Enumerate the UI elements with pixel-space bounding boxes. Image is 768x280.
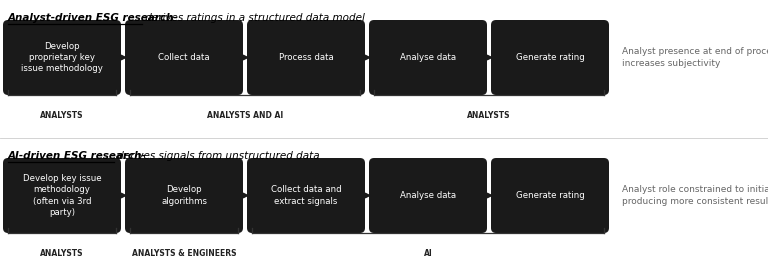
FancyBboxPatch shape	[125, 158, 243, 233]
Text: Generate rating: Generate rating	[515, 191, 584, 200]
Text: Generate rating: Generate rating	[515, 53, 584, 62]
FancyBboxPatch shape	[3, 158, 121, 233]
Text: Develop
proprietary key
issue methodology: Develop proprietary key issue methodolog…	[21, 41, 103, 73]
FancyBboxPatch shape	[491, 158, 609, 233]
Text: derives ratings in a structured data model: derives ratings in a structured data mod…	[142, 13, 366, 23]
Text: ANALYSTS: ANALYSTS	[40, 249, 84, 258]
Text: Analyst-driven ESG research-: Analyst-driven ESG research-	[8, 13, 179, 23]
FancyBboxPatch shape	[3, 20, 121, 95]
FancyBboxPatch shape	[125, 20, 243, 95]
Text: ANALYSTS: ANALYSTS	[467, 111, 511, 120]
Text: Collect data: Collect data	[158, 53, 210, 62]
Text: Collect data and
extract signals: Collect data and extract signals	[270, 185, 341, 206]
Text: derives signals from unstructured data: derives signals from unstructured data	[114, 151, 319, 161]
Text: ANALYSTS AND AI: ANALYSTS AND AI	[207, 111, 283, 120]
FancyBboxPatch shape	[247, 158, 365, 233]
FancyBboxPatch shape	[491, 20, 609, 95]
Text: Analyst presence at end of process
increases subjectivity: Analyst presence at end of process incre…	[622, 47, 768, 68]
FancyBboxPatch shape	[369, 158, 487, 233]
Text: Analyse data: Analyse data	[400, 191, 456, 200]
Text: AI: AI	[424, 249, 432, 258]
FancyBboxPatch shape	[369, 20, 487, 95]
Text: Develop
algorithms: Develop algorithms	[161, 185, 207, 206]
Text: ANALYSTS: ANALYSTS	[40, 111, 84, 120]
Text: AI-driven ESG research-: AI-driven ESG research-	[8, 151, 147, 161]
Text: Analyse data: Analyse data	[400, 53, 456, 62]
Text: Analyst role constrained to initial steps,
producing more consistent results: Analyst role constrained to initial step…	[622, 185, 768, 206]
Text: Develop key issue
methodology
(often via 3rd
party): Develop key issue methodology (often via…	[23, 174, 101, 217]
Text: Process data: Process data	[279, 53, 333, 62]
FancyBboxPatch shape	[247, 20, 365, 95]
Text: ANALYSTS & ENGINEERS: ANALYSTS & ENGINEERS	[132, 249, 237, 258]
